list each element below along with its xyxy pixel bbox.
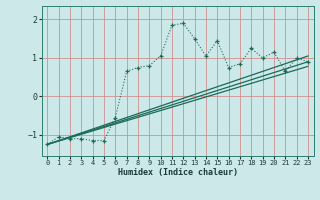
X-axis label: Humidex (Indice chaleur): Humidex (Indice chaleur) [118, 168, 237, 177]
